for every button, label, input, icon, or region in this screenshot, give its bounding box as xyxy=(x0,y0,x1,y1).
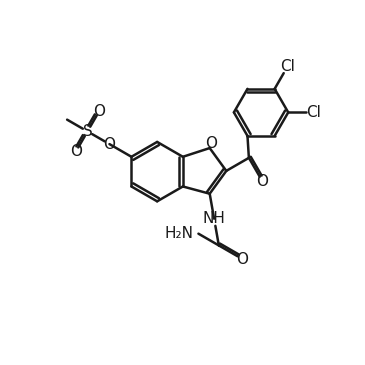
Text: O: O xyxy=(93,104,105,119)
Text: O: O xyxy=(257,174,269,189)
Text: H₂N: H₂N xyxy=(164,226,193,241)
Text: O: O xyxy=(237,251,248,266)
Text: S: S xyxy=(82,124,92,139)
Text: O: O xyxy=(70,144,82,159)
Text: Cl: Cl xyxy=(280,59,295,74)
Text: O: O xyxy=(205,136,218,151)
Text: O: O xyxy=(103,137,115,151)
Text: Cl: Cl xyxy=(306,105,321,120)
Text: NH: NH xyxy=(203,211,226,226)
